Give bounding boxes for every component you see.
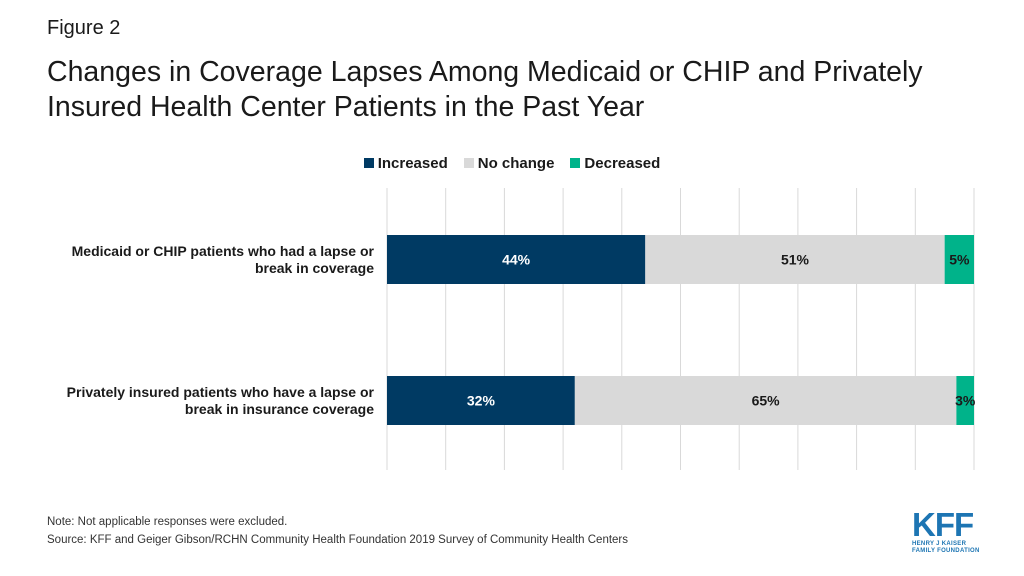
bar-decreased-1	[956, 376, 974, 425]
legend-entry-no-change: No change	[463, 155, 555, 172]
category-label-private: Privately insured patients who have a la…	[66, 384, 374, 417]
data-label-increased-1: 32%	[467, 393, 496, 409]
data-label-no-change-0: 51%	[781, 252, 810, 268]
logo-mark: KFF	[912, 506, 974, 543]
legend-swatch	[463, 158, 474, 168]
chart-legend: Increased No change Decreased	[0, 155, 1024, 172]
legend-entry-decreased: Decreased	[570, 155, 660, 172]
data-label-no-change-1: 65%	[752, 393, 781, 409]
logo-line-1: HENRY J KAISER	[912, 541, 967, 547]
legend-label: No change	[477, 155, 555, 172]
legend-swatch	[570, 158, 581, 168]
legend-entry-increased: Increased	[363, 155, 448, 172]
legend-swatch	[363, 158, 374, 168]
bar-no-change-0	[645, 235, 945, 284]
kff-logo: KFF HENRY J KAISER FAMILY FOUNDATION	[912, 506, 992, 555]
chart-note: Note: Not applicable responses were excl…	[47, 516, 288, 528]
data-label-decreased-1: 3%	[955, 393, 976, 409]
logo-line-2: FAMILY FOUNDATION	[912, 548, 980, 554]
chart-source: Source: KFF and Geiger Gibson/RCHN Commu…	[47, 534, 629, 546]
chart-title: Changes in Coverage Lapses Among Medicai…	[47, 56, 923, 123]
data-label-decreased-0: 5%	[949, 252, 970, 268]
bar-no-change-1	[574, 376, 957, 425]
bar-increased-0	[387, 235, 646, 284]
category-label-medicaid: Medicaid or CHIP patients who had a laps…	[71, 243, 374, 276]
legend-label: Decreased	[584, 155, 661, 172]
figure-label: Figure 2	[47, 17, 121, 39]
bar-increased-1	[387, 376, 575, 425]
data-label-increased-0: 44%	[502, 252, 531, 268]
legend-label: Increased	[377, 155, 448, 172]
bar-decreased-0	[944, 235, 974, 284]
